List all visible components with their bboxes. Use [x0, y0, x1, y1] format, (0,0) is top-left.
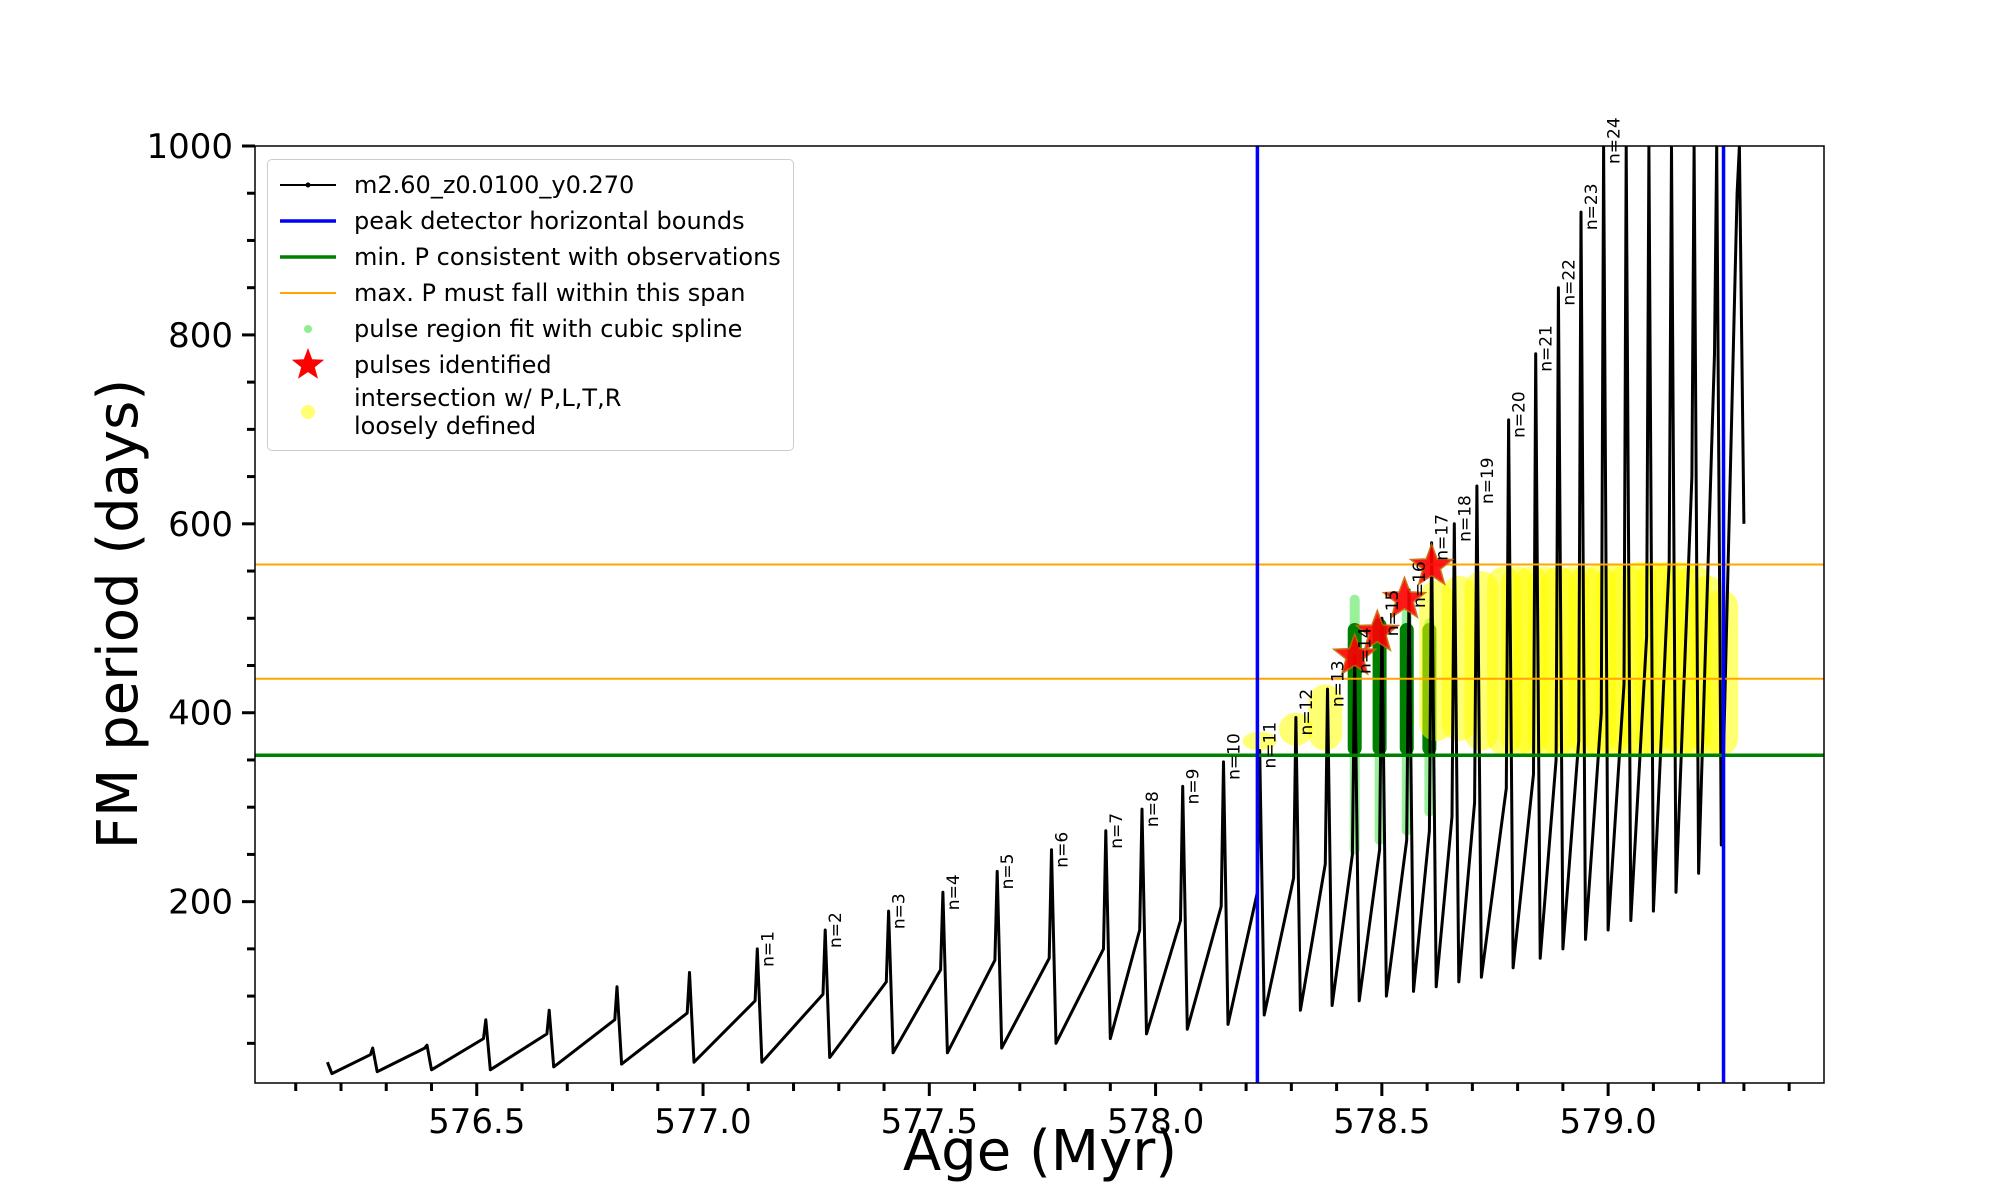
- data-line: [326, 146, 1746, 1076]
- x-tick-label: 576.5: [428, 1102, 525, 1142]
- pulse-label: n=2: [826, 912, 846, 948]
- plot-area: [255, 146, 1824, 1083]
- legend-swatch: [280, 219, 336, 223]
- pulse-label: n=19: [1478, 457, 1498, 504]
- legend-entry: m2.60_z0.0100_y0.270: [276, 168, 781, 202]
- y-tick-label: 400: [168, 694, 233, 734]
- pulse-label: n=8: [1143, 791, 1163, 827]
- pulse-label: n=21: [1537, 325, 1557, 372]
- pulse-star: [1354, 608, 1401, 652]
- legend-entry: max. P must fall within this span: [276, 276, 781, 310]
- legend-entry: intersection w/ P,L,T,R loosely defined: [276, 384, 781, 440]
- range-band: [1308, 684, 1343, 751]
- pulse-label: n=11: [1261, 722, 1281, 769]
- pulse-star: [1381, 575, 1428, 619]
- y-tick-label: 600: [168, 505, 233, 545]
- pulse-label: n=3: [890, 893, 910, 929]
- swatch-dot: [301, 405, 315, 419]
- pulse-label: n=18: [1455, 495, 1475, 542]
- legend-label: m2.60_z0.0100_y0.270: [354, 171, 635, 199]
- legend-label: pulse region fit with cubic spline: [354, 315, 743, 343]
- pulse-label: n=16: [1410, 561, 1430, 608]
- legend-swatch: [280, 182, 336, 188]
- legend-entry: min. P consistent with observations: [276, 240, 781, 274]
- legend-swatch: [291, 348, 325, 379]
- pulse-label: n=10: [1224, 733, 1244, 780]
- legend-label: peak detector horizontal bounds: [354, 207, 745, 235]
- legend-label: min. P consistent with observations: [354, 243, 781, 271]
- legend-label: intersection w/ P,L,T,R loosely defined: [354, 384, 622, 440]
- legend-swatch: [301, 405, 315, 419]
- legend-entry: pulse region fit with cubic spline: [276, 312, 781, 346]
- swatch-dot: [304, 325, 312, 333]
- swatch-dot: [305, 182, 311, 188]
- legend-entry: pulses identified: [276, 348, 781, 382]
- legend-entry: peak detector horizontal bounds: [276, 204, 781, 238]
- pulse-label: n=7: [1107, 813, 1127, 849]
- swatch-star: [291, 348, 325, 379]
- pulse-label: n=17: [1433, 514, 1453, 561]
- x-tick-label: 578.5: [1333, 1102, 1430, 1142]
- pulse-label: n=1: [758, 931, 778, 967]
- y-axis-title: FM period (days): [86, 379, 151, 849]
- pulse-label: n=24: [1605, 117, 1625, 164]
- pulse-label: n=23: [1582, 183, 1602, 230]
- pulse-label: n=20: [1510, 391, 1530, 438]
- pulse-star: [1408, 542, 1455, 586]
- pulse-label: n=5: [998, 854, 1018, 890]
- x-tick-label: 578.0: [1107, 1102, 1204, 1142]
- y-tick-label: 1000: [146, 127, 233, 167]
- axes-frame: [254, 145, 1825, 1084]
- pulse-label: n=22: [1559, 259, 1579, 306]
- legend-swatch: [280, 292, 336, 294]
- x-axis-title: Age (Myr): [903, 1119, 1177, 1184]
- y-tick-label: 800: [168, 316, 233, 356]
- x-tick-label: 577.0: [654, 1102, 751, 1142]
- range-band: [1242, 731, 1277, 751]
- legend-label: pulses identified: [354, 351, 552, 379]
- legend-label: max. P must fall within this span: [354, 279, 746, 307]
- x-tick-label: 577.5: [881, 1102, 978, 1142]
- legend-swatch: [304, 325, 312, 333]
- legend-swatch: [280, 255, 336, 259]
- pulse-label: n=14: [1356, 627, 1376, 674]
- pulse-label: n=4: [944, 874, 964, 910]
- pulse-star: [1331, 631, 1378, 676]
- y-tick-label: 200: [168, 883, 233, 923]
- x-tick-label: 579.0: [1559, 1102, 1656, 1142]
- pulse-label: n=15: [1383, 590, 1403, 637]
- pulse-label: n=6: [1052, 832, 1072, 868]
- pulse-label: n=9: [1184, 769, 1204, 805]
- pulse-label: n=13: [1329, 660, 1349, 707]
- pulse-label: n=12: [1297, 689, 1317, 736]
